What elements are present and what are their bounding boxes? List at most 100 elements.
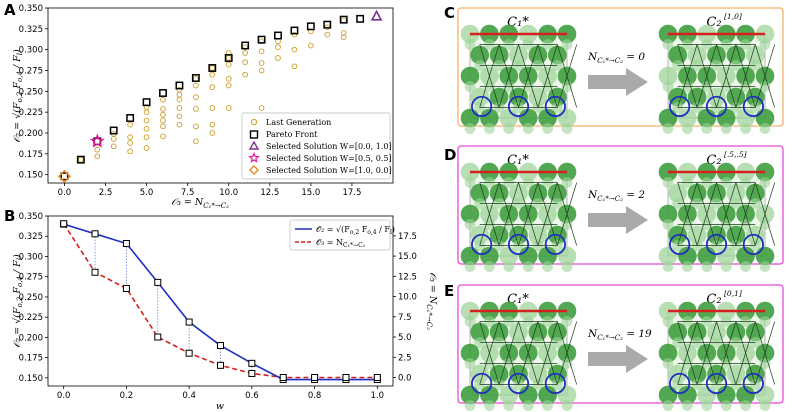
pareto-front-point [224, 54, 233, 62]
transition-arrow [588, 68, 648, 96]
legend-selected-w05: Selected Solution W=[0.5, 0.5] [266, 154, 392, 163]
pareto-front-point [142, 98, 151, 107]
chart-b-y2tick-label: 15.0 [398, 252, 417, 262]
lattice-disk-small [740, 261, 752, 272]
lattice-disk [538, 385, 557, 405]
transition-arrow [588, 345, 648, 373]
last-generation-point [193, 123, 199, 130]
lattice-disk [460, 343, 480, 363]
panel-letter-d: D [444, 146, 456, 164]
lattice-disk [697, 385, 717, 405]
lattice-line [754, 182, 776, 246]
lattice-disk-small [464, 219, 476, 230]
legend-triangle-icon [248, 140, 260, 150]
lattice-disk-small [759, 39, 771, 50]
lattice-disk-small [464, 81, 476, 92]
chart-a-ytick-label: 0.325 [19, 25, 43, 35]
lattice-disk [480, 246, 499, 266]
support-circle [471, 372, 493, 395]
lattice-disk-small [740, 123, 752, 134]
lattice-disk-small [681, 400, 693, 411]
last-generation-point [160, 133, 166, 140]
last-generation-point [160, 117, 166, 124]
pareto-front-point [126, 114, 135, 122]
chart-b-ytick-label: 0.350 [19, 212, 43, 222]
pareto-front-point [306, 22, 315, 31]
chart-b-xtick-label: 1.0 [371, 391, 385, 401]
last-generation-point [209, 65, 216, 71]
lattice-disk [736, 108, 755, 128]
transition-arrow [588, 206, 648, 234]
lattice-disk-small [464, 123, 476, 134]
lattice-disk-small [701, 261, 713, 272]
o3-point [60, 220, 68, 228]
chart-a-ytick-label: 0.175 [19, 150, 43, 160]
chart-b-ylabel: 𝒪₂ = √(Fo,2 Fo,4 / Fl) [12, 254, 24, 348]
lattice-disk-small [759, 316, 771, 327]
support-circle [544, 233, 566, 256]
lattice-E-right [658, 301, 776, 411]
chart-b-y2tick-label: 2.5 [398, 353, 412, 363]
last-generation-point [143, 109, 150, 116]
last-generation-point [110, 135, 117, 142]
lattice-disk [678, 108, 697, 128]
chart-a-xtick-label: 15.0 [301, 188, 320, 198]
support-circle [507, 233, 530, 256]
chart-b-y2label: 𝒪₃ = NC₁*→C₂ [425, 272, 438, 330]
last-generation-point [225, 55, 232, 61]
panel-letter-b: B [4, 207, 15, 225]
last-generation-point [242, 50, 248, 56]
chart-a-xtick-label: 0.0 [58, 188, 72, 198]
lattice-disk-small [464, 177, 476, 188]
last-generation-point [160, 123, 166, 130]
legend-star-icon [248, 151, 260, 163]
chart-b-ytick-label: 0.175 [19, 354, 43, 364]
lattice-disk-small [522, 123, 534, 134]
last-generation-point [94, 153, 101, 160]
chart-a-xtick-label: 2.5 [99, 188, 113, 198]
last-generation-point [209, 130, 216, 136]
lattice-disk [678, 385, 697, 405]
legend-square-icon [249, 130, 259, 139]
lattice-C-right [658, 24, 776, 134]
panel-c: C₁* C₂ [1,0]NC₁*→C₂ = 0 [457, 7, 784, 134]
chart-b-xtick-label: 0.2 [120, 391, 134, 401]
lattice-line [537, 182, 558, 246]
lattice-disk [499, 108, 519, 128]
lattice-disk-small [720, 400, 732, 411]
chart-a: 0.0 2.5 5.0 7.5 10.0 12.5 15.0 17.5 0.150 0.175 0… [12, 4, 394, 210]
panel-e: C₁* C₂ [0,1]NC₁*→C₂ = 19 [457, 284, 784, 411]
last-generation-point [193, 94, 199, 101]
lattice-disk-small [701, 123, 713, 134]
last-generation-point [324, 31, 331, 38]
lattice-disk [736, 246, 755, 266]
lattice-disk-small [662, 219, 674, 230]
chart-a-ytick-label: 0.225 [19, 108, 43, 118]
lattice-disk [736, 385, 755, 405]
chart-a-xlabel: 𝒪₃ = NC₁*→C₂ [171, 197, 229, 210]
lattice-disk-small [561, 39, 573, 50]
lattice-disk-small [662, 261, 674, 272]
panel-d: C₁* C₂ [.5,.5]NC₁*→C₂ = 2 [457, 145, 784, 272]
chart-b-ytick-label: 0.225 [19, 313, 43, 323]
last-generation-point [291, 46, 298, 53]
chart-b-y2tick-label: 0.0 [398, 374, 412, 384]
last-generation-point [143, 117, 150, 124]
right-structure-sup: [0,1] [724, 289, 742, 298]
support-circle [544, 95, 566, 118]
support-circle [705, 372, 728, 395]
last-generation-point [176, 121, 183, 128]
pareto-front-point [241, 41, 250, 50]
chart-a-xtick-label: 10.0 [219, 188, 238, 198]
lattice-disk-small [522, 261, 534, 272]
chart-b-y2tick-label: 7.5 [398, 313, 412, 323]
support-circle [544, 372, 566, 395]
support-circle [471, 95, 493, 118]
chart-a-ytick-label: 0.150 [19, 171, 43, 181]
o2-point [122, 240, 130, 248]
legend-pareto-front: Pareto Front [266, 130, 318, 139]
o2-point [185, 318, 193, 326]
last-generation-point [127, 121, 133, 128]
last-generation-point [291, 63, 298, 70]
